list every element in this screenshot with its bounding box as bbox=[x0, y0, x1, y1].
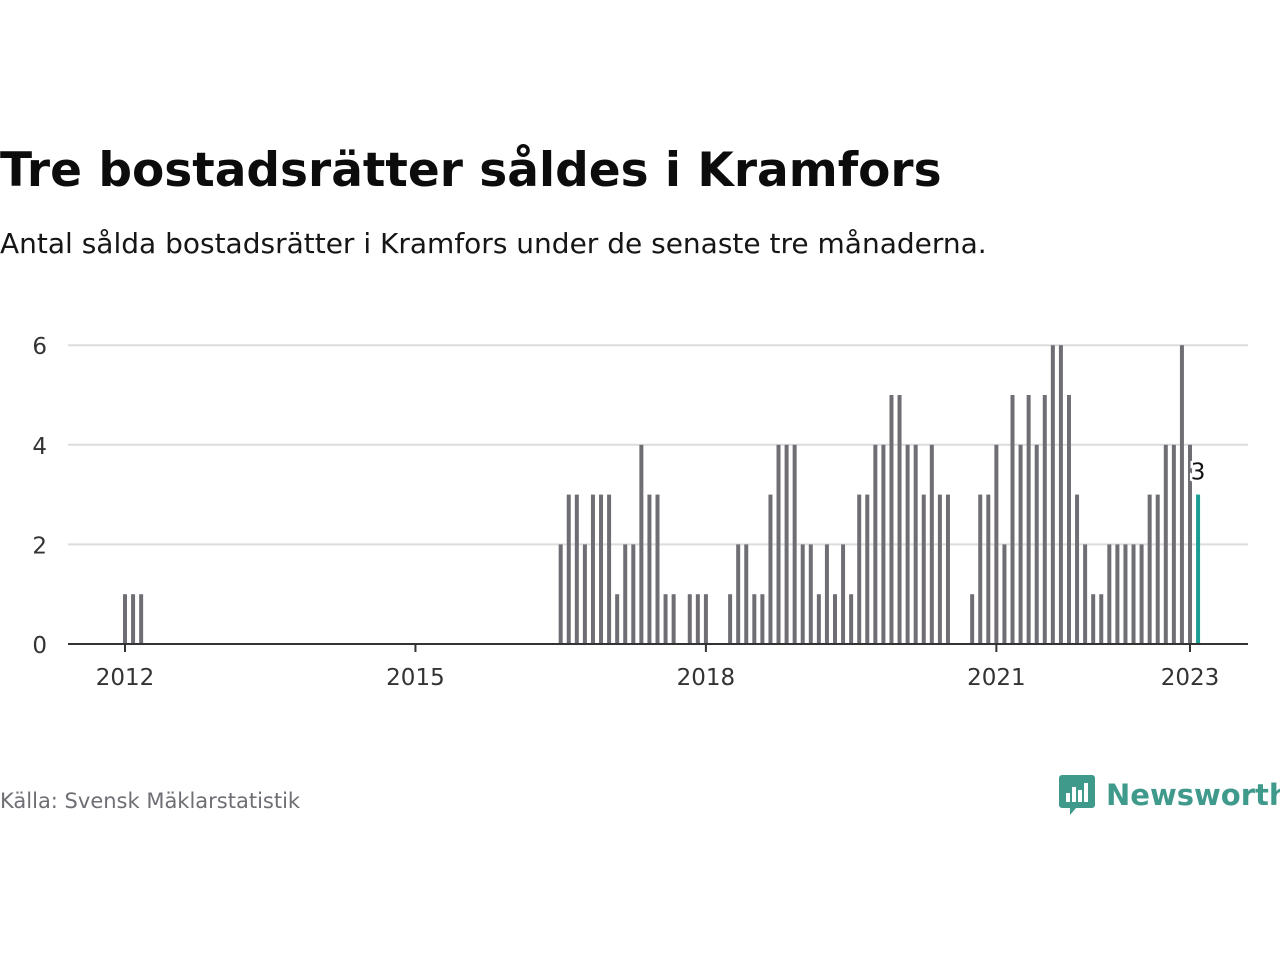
bar bbox=[921, 494, 926, 644]
bar bbox=[776, 444, 781, 644]
bar bbox=[663, 594, 668, 644]
bar bbox=[760, 594, 765, 644]
bar bbox=[1002, 544, 1007, 644]
newsworthy-logo-icon bbox=[1059, 775, 1095, 815]
chart-title: Tre bostadsrätter såldes i Kramfors bbox=[0, 143, 942, 198]
bar bbox=[768, 494, 773, 644]
bar bbox=[1188, 444, 1192, 644]
x-tick-label: 2023 bbox=[1161, 665, 1220, 691]
x-tick-label: 2018 bbox=[677, 665, 736, 691]
bar bbox=[1058, 345, 1063, 644]
bar bbox=[873, 444, 878, 644]
chart-subtitle: Antal sålda bostadsrätter i Kramfors und… bbox=[0, 227, 987, 260]
bar bbox=[647, 494, 652, 644]
bar bbox=[687, 594, 692, 644]
bar bbox=[1026, 395, 1031, 644]
bar bbox=[615, 594, 620, 644]
bar bbox=[1115, 544, 1120, 644]
bar bbox=[607, 494, 612, 644]
bar bbox=[1123, 544, 1128, 644]
bar bbox=[897, 395, 902, 644]
bar bbox=[1139, 544, 1144, 644]
brand-logo[interactable]: Newsworthy bbox=[1058, 773, 1280, 817]
x-tick-label: 2021 bbox=[967, 665, 1026, 691]
highlighted-bar bbox=[1196, 494, 1201, 644]
bar bbox=[695, 594, 700, 644]
bar bbox=[599, 494, 604, 644]
bar bbox=[123, 594, 127, 644]
source-note: Källa: Svensk Mäklarstatistik bbox=[0, 789, 301, 813]
bar bbox=[1099, 594, 1104, 644]
bar bbox=[752, 594, 757, 644]
brand-name: Newsworthy bbox=[1106, 778, 1280, 812]
bar bbox=[655, 494, 660, 644]
bar bbox=[970, 594, 975, 644]
bar bbox=[937, 494, 942, 644]
bar bbox=[849, 594, 854, 644]
bar bbox=[590, 494, 595, 644]
bar bbox=[792, 444, 797, 644]
bar bbox=[1083, 544, 1088, 644]
bar-chart: 3 0 2 4 6 2012 2015 2018 2021 2023 bbox=[32, 334, 1248, 691]
bar bbox=[1155, 494, 1160, 644]
bar bbox=[744, 544, 749, 644]
bar bbox=[671, 594, 676, 644]
x-tick-label: 2015 bbox=[386, 665, 445, 691]
bar bbox=[1050, 345, 1055, 644]
bar bbox=[631, 544, 636, 644]
bar bbox=[1042, 395, 1047, 644]
bar bbox=[1075, 494, 1080, 644]
bar bbox=[857, 494, 862, 644]
bar bbox=[1018, 444, 1023, 644]
bar bbox=[1147, 494, 1152, 644]
axes: 0 2 4 6 2012 2015 2018 2021 2023 bbox=[32, 334, 1248, 691]
bar bbox=[978, 494, 983, 644]
bar bbox=[865, 494, 870, 644]
y-tick-label: 6 bbox=[32, 334, 47, 360]
bar bbox=[131, 594, 136, 644]
bar bbox=[1171, 444, 1176, 644]
bar bbox=[945, 494, 950, 644]
bar bbox=[1163, 444, 1168, 644]
data-label: 3 bbox=[1191, 460, 1206, 486]
bar bbox=[784, 444, 789, 644]
bar bbox=[139, 594, 144, 644]
bar bbox=[881, 444, 886, 644]
bar bbox=[1091, 594, 1096, 644]
bar bbox=[558, 544, 563, 644]
bar bbox=[986, 494, 991, 644]
bar bbox=[1131, 544, 1136, 644]
bar bbox=[889, 395, 894, 644]
bar bbox=[905, 444, 910, 644]
bar bbox=[816, 594, 821, 644]
y-tick-label: 2 bbox=[32, 533, 47, 559]
bar bbox=[833, 594, 837, 644]
bar bbox=[1107, 544, 1112, 644]
x-tick-label: 2012 bbox=[96, 665, 155, 691]
bar bbox=[929, 444, 934, 644]
y-tick-label: 0 bbox=[32, 633, 47, 659]
bar bbox=[1066, 395, 1071, 644]
bar bbox=[1179, 345, 1184, 644]
bar bbox=[574, 494, 579, 644]
bar bbox=[800, 544, 805, 644]
bar bbox=[736, 544, 741, 644]
bar bbox=[582, 544, 587, 644]
bar bbox=[913, 444, 918, 644]
bar bbox=[1034, 444, 1039, 644]
bar bbox=[728, 594, 733, 644]
bar bbox=[1010, 395, 1015, 644]
bar bbox=[994, 444, 999, 644]
bar bbox=[566, 494, 571, 644]
bar bbox=[639, 444, 644, 644]
bar bbox=[824, 544, 829, 644]
bar bbox=[623, 544, 628, 644]
bar bbox=[841, 544, 846, 644]
bars: 3 bbox=[123, 345, 1208, 644]
bar bbox=[703, 594, 708, 644]
y-tick-label: 4 bbox=[32, 434, 47, 460]
bar bbox=[808, 544, 813, 644]
